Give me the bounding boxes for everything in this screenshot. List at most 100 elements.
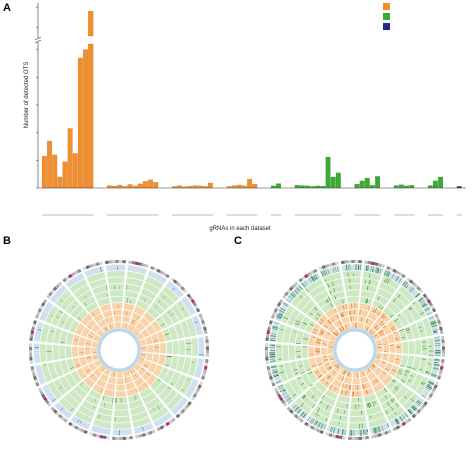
off-target-mark: [434, 339, 441, 341]
off-target-mark: [374, 427, 377, 434]
off-target-mark: [329, 290, 332, 295]
off-target-mark: [390, 327, 395, 330]
off-target-mark: [426, 385, 432, 389]
chromosome-band: [205, 339, 209, 344]
chromosome-band: [118, 260, 123, 264]
circos-track-segment: [415, 376, 430, 395]
off-target-mark: [418, 297, 424, 302]
circos-track-segment: [99, 303, 112, 313]
chromosome-band: [414, 411, 419, 417]
chromosome-band: [202, 372, 206, 377]
off-target-mark: [331, 426, 334, 433]
off-target-mark: [167, 386, 171, 390]
off-target-mark: [402, 280, 407, 286]
off-target-mark: [405, 369, 411, 372]
off-target-mark: [333, 331, 338, 336]
circos-track-segment: [288, 344, 296, 361]
off-target-mark: [391, 273, 395, 279]
circos-track-segment: [78, 346, 85, 357]
off-target-mark: [371, 364, 375, 368]
circos-track-segment: [367, 410, 385, 422]
chromosome-band: [426, 396, 432, 401]
off-target-mark: [60, 341, 66, 343]
off-target-mark: [311, 364, 317, 367]
off-target-mark: [113, 372, 115, 377]
circos-track-segment: [368, 416, 388, 429]
off-target-mark: [315, 317, 319, 320]
chromosome-band: [108, 260, 113, 264]
off-target-mark: [339, 415, 342, 420]
circos-track-segment: [139, 352, 148, 360]
circos-track-segment: [380, 396, 397, 411]
circos-track-segment: [269, 321, 281, 342]
off-target-mark: [322, 343, 327, 345]
off-target-mark: [102, 367, 106, 372]
chromosome-band: [328, 433, 333, 437]
off-target-mark: [273, 321, 280, 325]
off-target-mark: [297, 377, 301, 380]
circos-track-segment: [330, 290, 346, 301]
off-target-mark: [87, 369, 90, 372]
bar: [398, 184, 404, 189]
chromosome-band: [63, 418, 68, 423]
chromosome-band: [335, 261, 339, 266]
off-target-mark: [269, 340, 276, 342]
off-target-mark: [377, 296, 380, 301]
off-target-mark: [431, 324, 438, 327]
circos-track-segment: [361, 381, 372, 391]
circos-track-segment: [107, 322, 116, 331]
chromosome-band: [134, 261, 139, 266]
circos-track-segment: [338, 367, 348, 377]
off-target-mark: [277, 316, 282, 319]
off-target-mark: [325, 300, 328, 304]
off-target-mark: [107, 294, 109, 297]
circos-track-segment: [112, 309, 123, 316]
off-target-mark: [395, 338, 399, 341]
circos-track-segment: [185, 317, 198, 337]
off-target-mark: [317, 421, 321, 428]
chromosome-band: [328, 263, 333, 267]
off-target-mark: [153, 340, 159, 342]
circos-track-segment: [107, 376, 117, 385]
chromosome-band: [398, 423, 404, 428]
off-target-mark: [431, 373, 438, 376]
circos-track-segment: [94, 290, 110, 301]
off-target-mark: [124, 378, 127, 383]
chromosome-band: [441, 342, 445, 347]
chromosome-band: [384, 430, 389, 435]
off-target-mark: [392, 397, 396, 400]
off-target-mark: [427, 382, 434, 386]
circos-track-segment: [335, 303, 348, 313]
off-target-mark: [342, 429, 344, 436]
off-target-mark: [394, 419, 399, 425]
circos-track-segment: [310, 410, 329, 425]
chromosome-band: [104, 260, 109, 265]
circos-track-segment: [346, 296, 360, 304]
chromosome-band: [306, 272, 312, 277]
off-target-mark: [379, 268, 382, 274]
off-target-mark: [395, 275, 399, 282]
chromosome-band: [180, 408, 186, 414]
chromosome-band: [428, 301, 433, 307]
circos-track-segment: [84, 394, 100, 407]
circos-track-segment: [113, 415, 131, 423]
circos-track-segment: [394, 385, 409, 401]
circos-track-segment: [158, 385, 173, 401]
off-target-mark: [375, 266, 378, 273]
off-target-mark: [422, 303, 428, 308]
bar: [176, 185, 182, 189]
chromosome-band: [82, 266, 87, 271]
circos-track-segment: [295, 294, 312, 311]
off-target-mark: [434, 358, 441, 361]
off-target-mark: [324, 279, 327, 283]
chromosome-band: [29, 337, 33, 341]
off-target-mark: [94, 399, 97, 402]
chromosome-band: [392, 426, 398, 432]
off-target-mark: [104, 327, 108, 332]
chromosome-band: [42, 396, 48, 402]
off-target-mark: [380, 306, 383, 310]
chromosome-band: [119, 436, 123, 440]
off-target-mark: [376, 357, 380, 359]
off-target-mark: [271, 369, 278, 372]
bar: [369, 185, 375, 189]
